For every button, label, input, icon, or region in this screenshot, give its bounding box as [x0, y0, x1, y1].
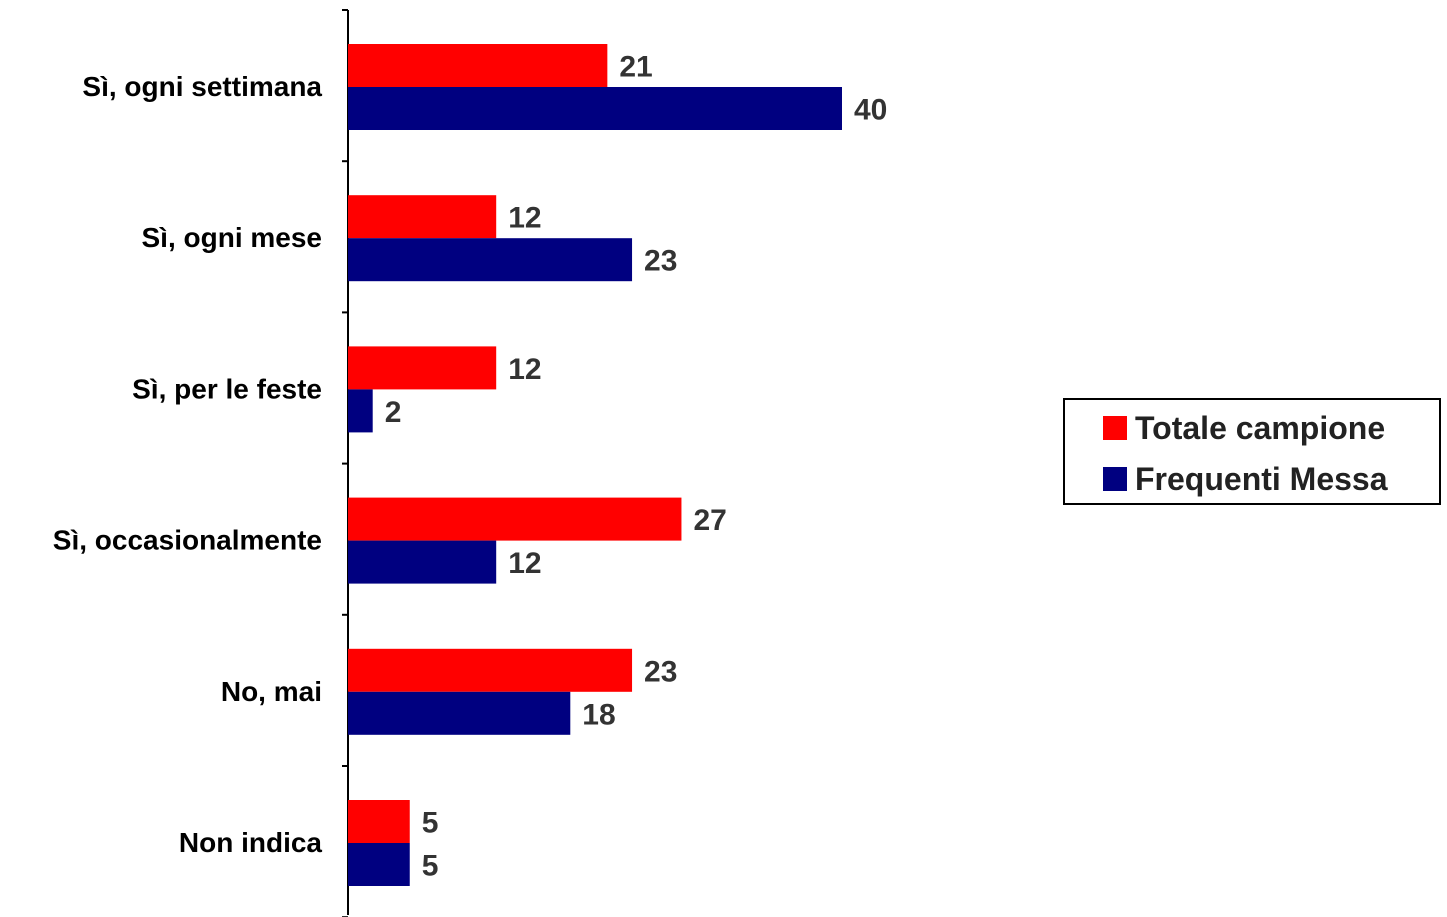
bars-layer	[348, 44, 842, 886]
bar-frequenti-messa-si-occasionalmente	[348, 540, 497, 584]
legend-swatch-frequenti-messa	[1103, 467, 1127, 491]
bar-frequenti-messa-si-ogni-settimana	[348, 87, 842, 130]
bar-frequenti-messa-no-mai	[348, 691, 571, 735]
value-label-frequenti-messa-no-mai: 18	[582, 698, 615, 731]
category-label-si-per-le-feste: Sì, per le feste	[132, 373, 322, 404]
bar-totale-campione-non-indica	[348, 800, 410, 843]
value-label-totale-campione-si-ogni-settimana: 21	[619, 51, 652, 84]
value-label-frequenti-messa-si-occasionalmente: 12	[508, 547, 541, 580]
value-label-frequenti-messa-si-ogni-settimana: 40	[854, 94, 887, 127]
legend-label-totale-campione: Totale campione	[1135, 409, 1386, 446]
bar-totale-campione-si-ogni-mese	[348, 195, 497, 239]
legend-swatch-totale-campione	[1103, 416, 1127, 440]
category-label-non-indica: Non indica	[179, 827, 323, 858]
bar-totale-campione-si-occasionalmente	[348, 497, 682, 541]
legend: Totale campione Frequenti Messa	[1063, 398, 1441, 505]
value-label-frequenti-messa-si-per-le-feste: 2	[385, 396, 402, 429]
legend-item-frequenti-messa: Frequenti Messa	[1103, 460, 1388, 497]
value-label-frequenti-messa-si-ogni-mese: 23	[644, 245, 677, 278]
value-label-totale-campione-no-mai: 23	[644, 655, 677, 688]
value-label-frequenti-messa-non-indica: 5	[422, 850, 439, 883]
category-label-si-ogni-mese: Sì, ogni mese	[142, 222, 323, 253]
value-label-totale-campione-si-per-le-feste: 12	[508, 353, 541, 386]
category-label-si-ogni-settimana: Sì, ogni settimana	[82, 71, 322, 102]
value-label-totale-campione-si-occasionalmente: 27	[693, 504, 726, 537]
labels-layer: Sì, ogni settimana 21 40 Sì, ogni mese 12 23 S…	[53, 51, 888, 883]
bar-totale-campione-si-ogni-settimana	[348, 44, 608, 87]
category-label-no-mai: No, mai	[221, 676, 322, 707]
legend-item-totale-campione: Totale campione	[1103, 409, 1386, 446]
bar-frequenti-messa-si-ogni-mese	[348, 238, 633, 282]
value-label-totale-campione-si-ogni-mese: 12	[508, 202, 541, 235]
legend-label-frequenti-messa: Frequenti Messa	[1135, 460, 1388, 497]
category-label-si-occasionalmente: Sì, occasionalmente	[53, 525, 322, 556]
axis-layer	[342, 9, 349, 917]
bar-totale-campione-si-per-le-feste	[348, 346, 497, 390]
bar-frequenti-messa-si-per-le-feste	[348, 389, 373, 433]
bar-totale-campione-no-mai	[348, 648, 633, 692]
value-label-totale-campione-non-indica: 5	[422, 807, 439, 840]
bar-frequenti-messa-non-indica	[348, 843, 410, 886]
